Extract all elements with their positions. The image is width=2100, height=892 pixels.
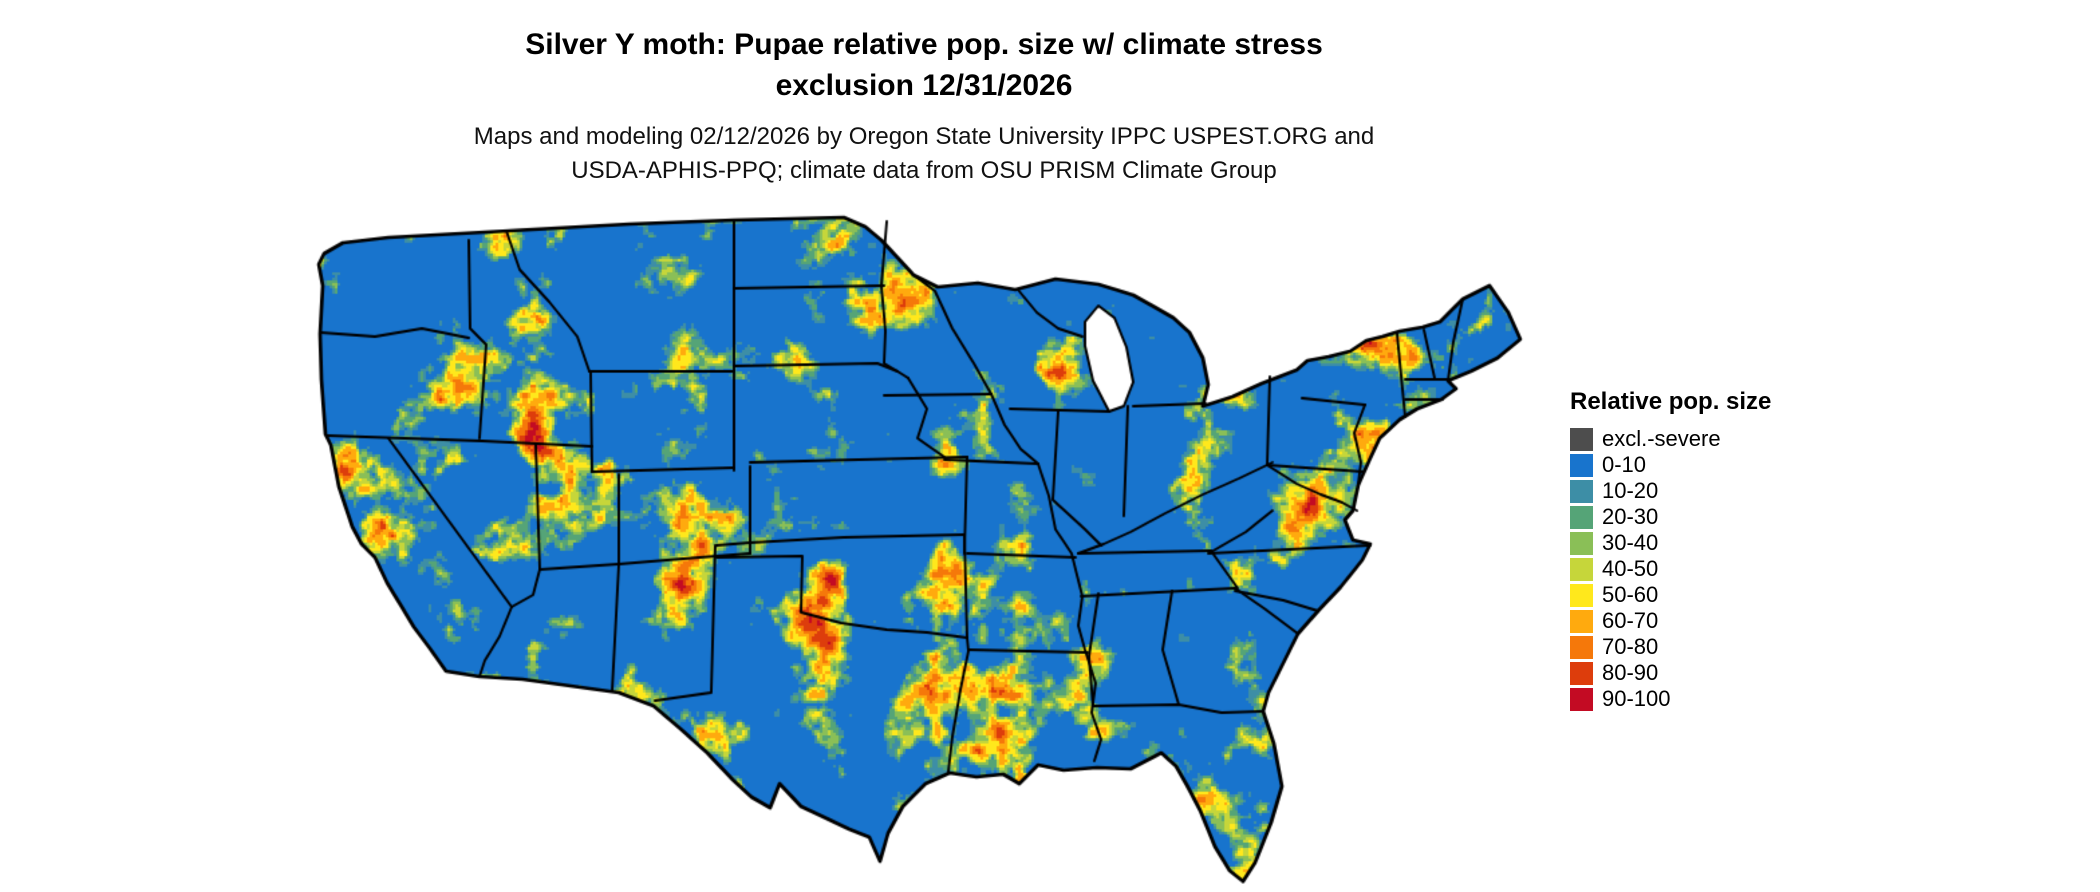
legend-item: excl.-severe — [1570, 426, 1771, 452]
legend-swatch — [1570, 557, 1593, 581]
legend-label: 80-90 — [1602, 660, 1659, 685]
legend-item: 20-30 — [1570, 504, 1771, 530]
legend-item: 0-10 — [1570, 452, 1771, 478]
legend-label: 20-30 — [1602, 504, 1659, 529]
legend-label: excl.-severe — [1602, 426, 1721, 451]
legend-items: excl.-severe 0-10 10-20 20-30 30-40 40-5… — [1570, 426, 1771, 712]
legend-swatch — [1570, 479, 1593, 503]
legend-label: 40-50 — [1602, 556, 1659, 581]
legend-label: 60-70 — [1602, 608, 1659, 633]
legend-swatch — [1570, 635, 1593, 659]
legend-label: 30-40 — [1602, 530, 1659, 555]
legend-item: 90-100 — [1570, 686, 1771, 712]
legend-item: 60-70 — [1570, 608, 1771, 634]
legend-swatch — [1570, 661, 1593, 685]
legend-swatch — [1570, 453, 1593, 477]
legend-item: 40-50 — [1570, 556, 1771, 582]
conus-population-map — [308, 208, 1527, 884]
legend-swatch — [1570, 687, 1593, 711]
legend-item: 10-20 — [1570, 478, 1771, 504]
map-subtitle-line1: Maps and modeling 02/12/2026 by Oregon S… — [473, 123, 1375, 150]
map-legend: Relative pop. size excl.-severe 0-10 10-… — [1570, 388, 1771, 712]
legend-item: 70-80 — [1570, 634, 1771, 660]
map-subtitle-line2: USDA-APHIS-PPQ; climate data from OSU PR… — [571, 157, 1277, 184]
header: Silver Y moth: Pupae relative pop. size … — [0, 24, 1848, 188]
legend-swatch — [1570, 505, 1593, 529]
map-subtitle: Maps and modeling 02/12/2026 by Oregon S… — [0, 120, 1848, 188]
legend-swatch — [1570, 609, 1593, 633]
legend-item: 30-40 — [1570, 530, 1771, 556]
legend-swatch — [1570, 583, 1593, 607]
legend-title: Relative pop. size — [1570, 388, 1772, 415]
legend-label: 50-60 — [1602, 582, 1659, 607]
legend-label: 10-20 — [1602, 478, 1659, 503]
legend-label: 70-80 — [1602, 634, 1659, 659]
map-title-line2: exclusion 12/31/2026 — [775, 69, 1073, 102]
legend-item: 50-60 — [1570, 582, 1771, 608]
map-title-line1: Silver Y moth: Pupae relative pop. size … — [525, 28, 1323, 61]
legend-label: 90-100 — [1602, 686, 1671, 711]
legend-label: 0-10 — [1602, 452, 1647, 477]
legend-item: 80-90 — [1570, 660, 1771, 686]
legend-swatch — [1570, 427, 1593, 451]
legend-swatch — [1570, 531, 1593, 555]
